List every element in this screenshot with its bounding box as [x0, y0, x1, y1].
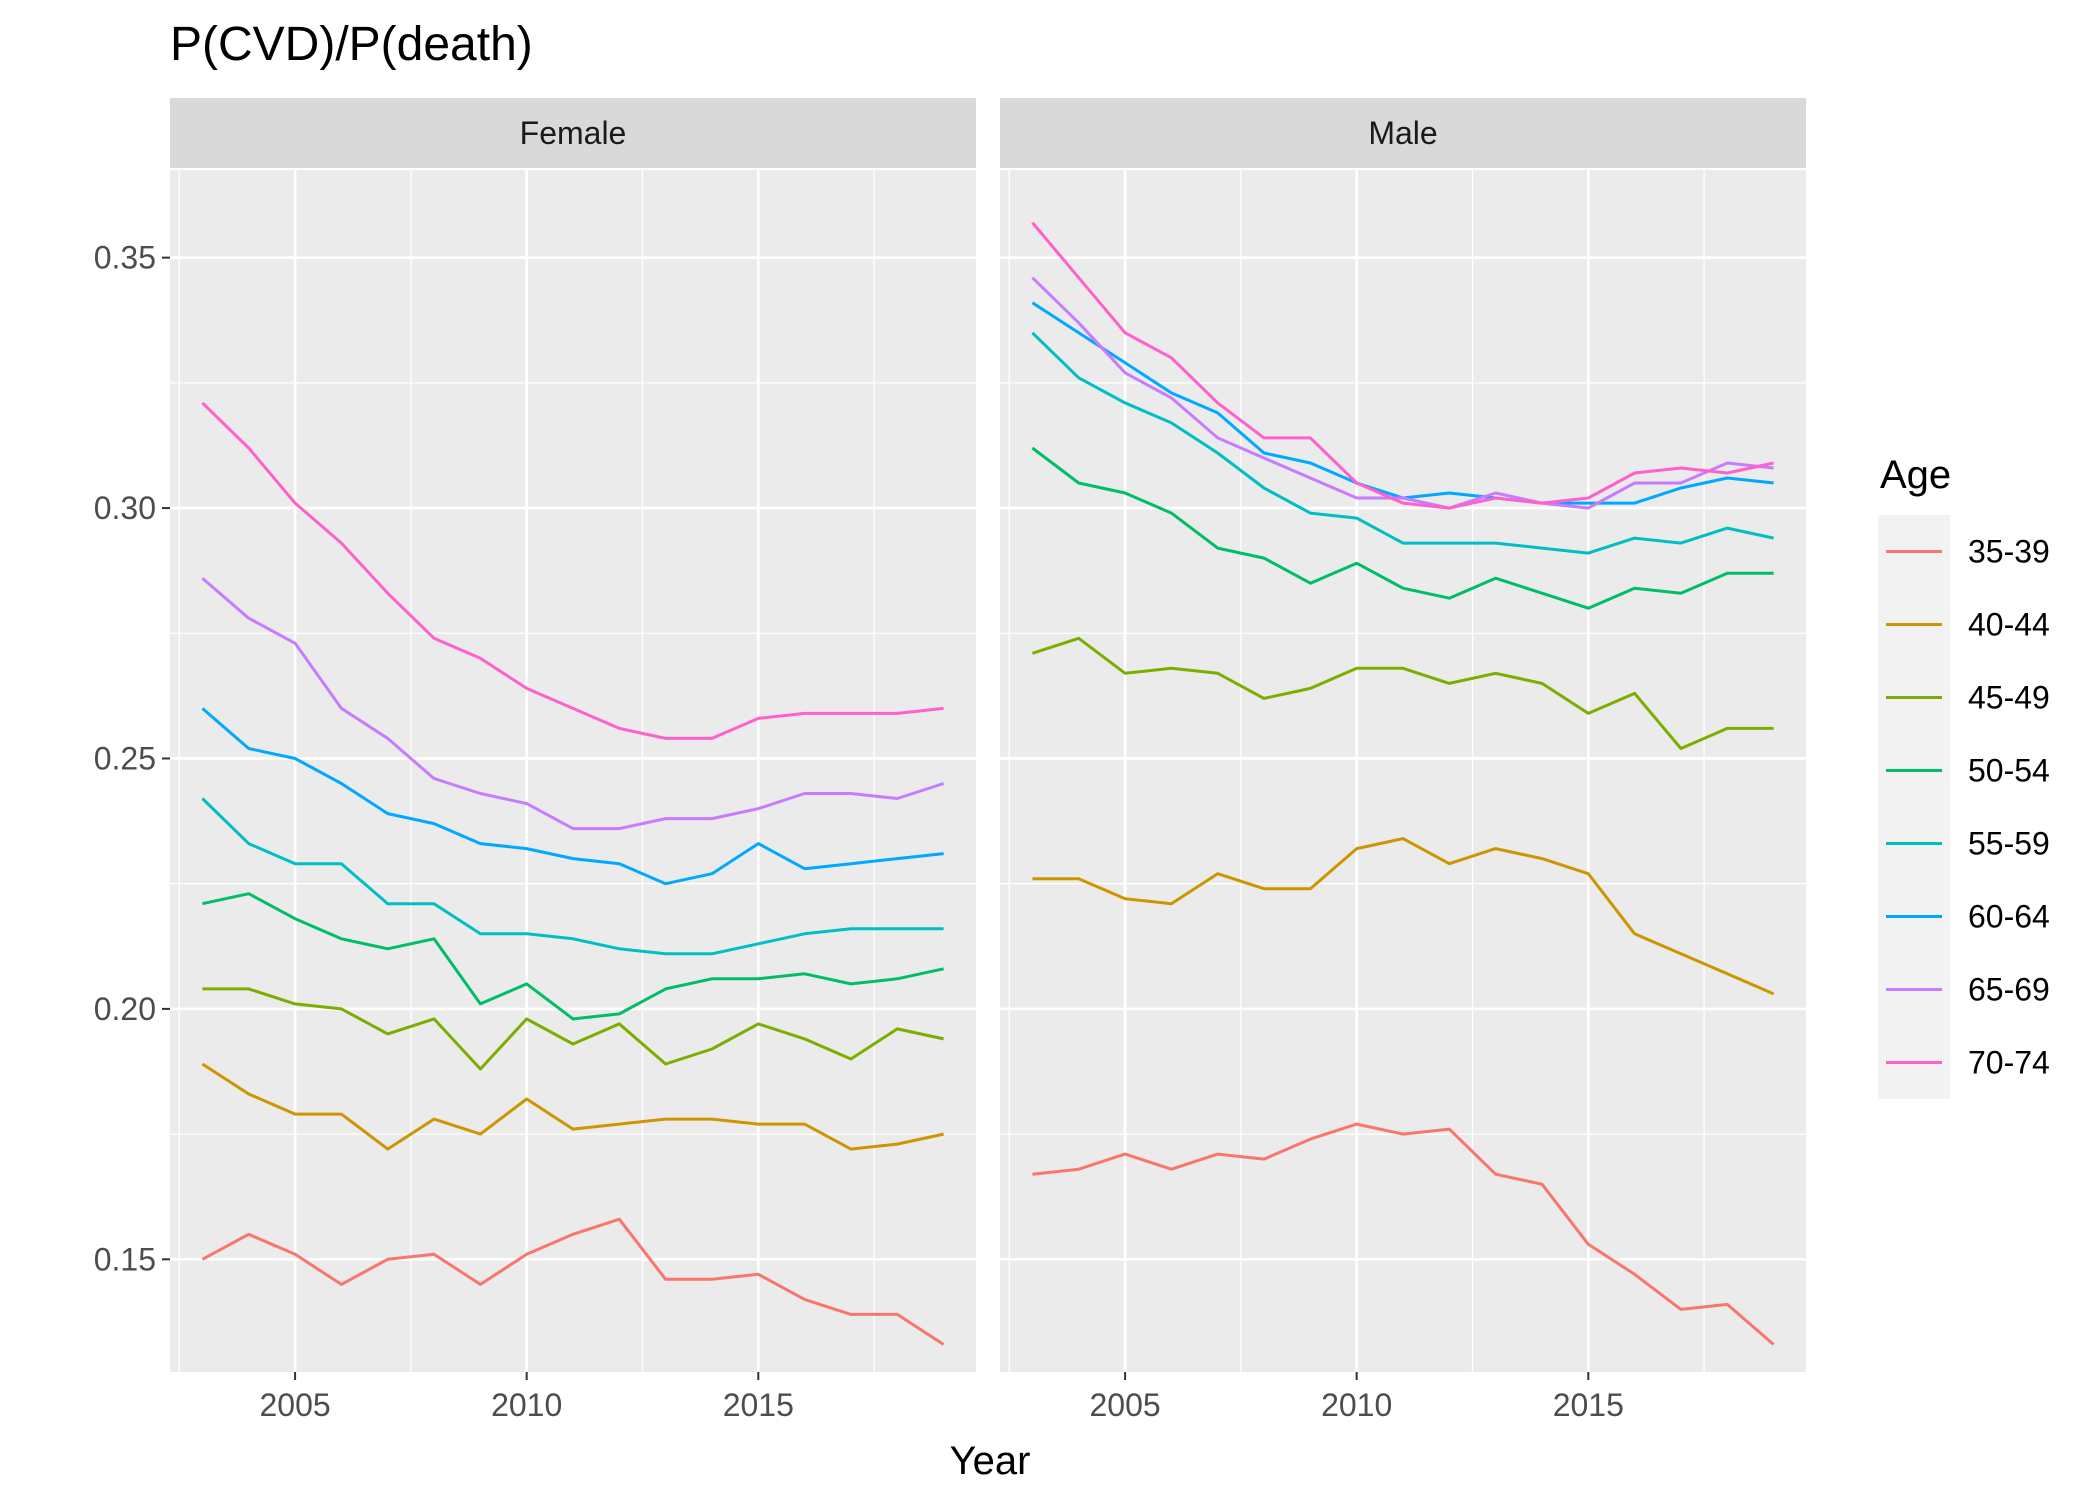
y-axis: 0.15 0.20 0.25 0.30 0.35 [94, 240, 170, 1277]
panel-male: Male [1000, 98, 1806, 1372]
x-tick-label: 2005 [1089, 1387, 1160, 1423]
series-line-55-59 [201, 797, 944, 956]
panel-female: Female [170, 98, 976, 1372]
x-axis-label: Year [950, 1439, 1031, 1483]
legend-label: 45-49 [1968, 680, 2050, 716]
chart-title: P(CVD)/P(death) [170, 18, 533, 71]
series-line-35-39 [201, 1217, 945, 1346]
legend-label: 60-64 [1968, 899, 2050, 935]
facet-strip [1000, 98, 1806, 168]
legend-item-45-49: 45-49 [1886, 680, 2050, 716]
x-tick-label: 2005 [259, 1387, 330, 1423]
legend-label: 40-44 [1968, 607, 2050, 643]
x-tick-label: 2010 [491, 1387, 562, 1423]
legend-item-60-64: 60-64 [1886, 899, 2050, 935]
series-line-40-44 [1032, 837, 1775, 996]
series-line-40-44 [201, 1062, 944, 1151]
legend-label: 65-69 [1968, 972, 2050, 1008]
series-line-70-74 [201, 401, 944, 740]
series-line-45-49 [202, 987, 944, 1071]
panels: Female Male [170, 98, 1806, 1372]
legend-item-55-59: 55-59 [1886, 826, 2050, 862]
legend-title: Age [1880, 453, 1951, 497]
panel-background [1000, 170, 1806, 1372]
y-tick-label: 0.15 [94, 1241, 156, 1277]
legend-label: 50-54 [1968, 753, 2050, 789]
series-line-65-69 [201, 577, 945, 831]
series-line-60-64 [201, 707, 944, 886]
legend-item-50-54: 50-54 [1886, 753, 2050, 789]
legend-item-40-44: 40-44 [1886, 607, 2050, 643]
x-axis: 2005 2010 2015 2005 2010 2015 [259, 1372, 1624, 1423]
y-tick-label: 0.20 [94, 991, 156, 1027]
series-line-50-54 [1031, 446, 1774, 610]
series-line-50-54 [202, 892, 944, 1021]
panel-background [170, 170, 976, 1372]
legend-label: 70-74 [1968, 1045, 2050, 1081]
legend-label: 55-59 [1968, 826, 2050, 862]
series-line-70-74 [1031, 221, 1774, 510]
y-tick-label: 0.35 [94, 240, 156, 276]
facet-strip [170, 98, 976, 168]
legend-label: 35-39 [1968, 534, 2050, 570]
x-tick-label: 2015 [1553, 1387, 1624, 1423]
facet-label: Female [520, 115, 627, 151]
series-line-45-49 [1031, 636, 1774, 750]
series-line-35-39 [1032, 1122, 1775, 1346]
legend-key-background [1878, 515, 1950, 1099]
legend-item-65-69: 65-69 [1886, 972, 2050, 1008]
series-line-55-59 [1031, 331, 1774, 555]
y-tick-label: 0.30 [94, 490, 156, 526]
legend-item-70-74: 70-74 [1886, 1045, 2050, 1081]
legend: Age 35-39 40-44 45-49 50-54 55-59 60-64 65-69 7… [1878, 453, 2050, 1099]
y-tick-label: 0.25 [94, 740, 156, 776]
x-tick-label: 2010 [1321, 1387, 1392, 1423]
legend-item-35-39: 35-39 [1886, 534, 2050, 570]
x-tick-label: 2015 [723, 1387, 794, 1423]
facet-label: Male [1368, 115, 1437, 151]
series-line-65-69 [1031, 276, 1774, 510]
